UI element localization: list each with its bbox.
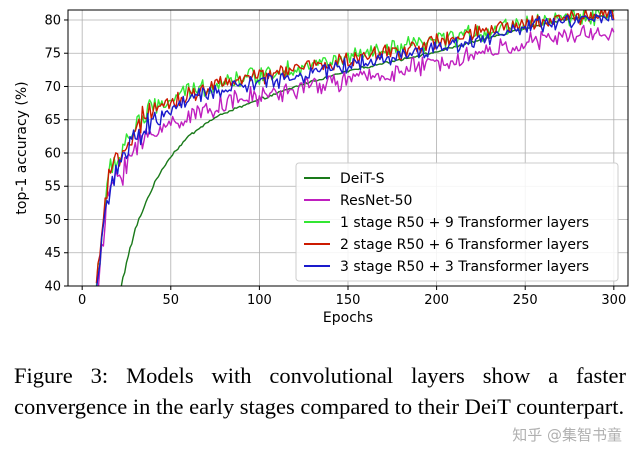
x-tick-label: 0 xyxy=(78,293,86,308)
chart: 0 50 100 150 200 250 300 40 45 50 55 60 65 70 75 80 Epo… xyxy=(14,9,629,326)
y-tick-label: 70 xyxy=(44,80,61,95)
y-tick-label: 55 xyxy=(44,180,61,195)
legend-label: 3 stage R50 + 3 Transformer layers xyxy=(340,259,589,275)
x-axis-title: Epochs xyxy=(323,310,373,326)
y-tick-label: 80 xyxy=(44,13,61,28)
legend-label: 2 stage R50 + 6 Transformer layers xyxy=(340,237,589,253)
y-tick-label: 65 xyxy=(44,113,61,128)
series-lines xyxy=(95,10,615,286)
legend-label: ResNet-50 xyxy=(340,193,412,209)
figure-caption: Figure 3: Models with convolutional laye… xyxy=(14,363,626,419)
legend-box xyxy=(295,162,619,282)
series-line xyxy=(96,10,614,286)
x-tick-label: 300 xyxy=(601,293,626,308)
ticks: 0 50 100 150 200 250 300 40 45 50 55 60 65 70 75 80 xyxy=(44,13,626,308)
y-tick-label: 75 xyxy=(44,47,61,62)
watermark: 知乎 @集智书童 xyxy=(512,426,622,444)
x-tick-label: 50 xyxy=(163,293,180,308)
legend: DeiT-S ResNet-50 1 stage R50 + 9 Transform… xyxy=(295,162,619,282)
y-tick-label: 50 xyxy=(44,213,61,228)
x-tick-label: 200 xyxy=(424,293,449,308)
y-tick-label: 45 xyxy=(44,246,61,261)
x-tick-label: 100 xyxy=(247,293,272,308)
series-line xyxy=(97,24,615,286)
y-tick-label: 40 xyxy=(44,280,61,295)
y-tick-label: 60 xyxy=(44,146,61,161)
x-tick-label: 250 xyxy=(513,293,538,308)
legend-label: DeiT-S xyxy=(340,171,385,187)
x-tick-label: 150 xyxy=(336,293,361,308)
legend-label: 1 stage R50 + 9 Transformer layers xyxy=(340,215,589,231)
y-axis-title: top-1 accuracy (%) xyxy=(14,81,30,214)
